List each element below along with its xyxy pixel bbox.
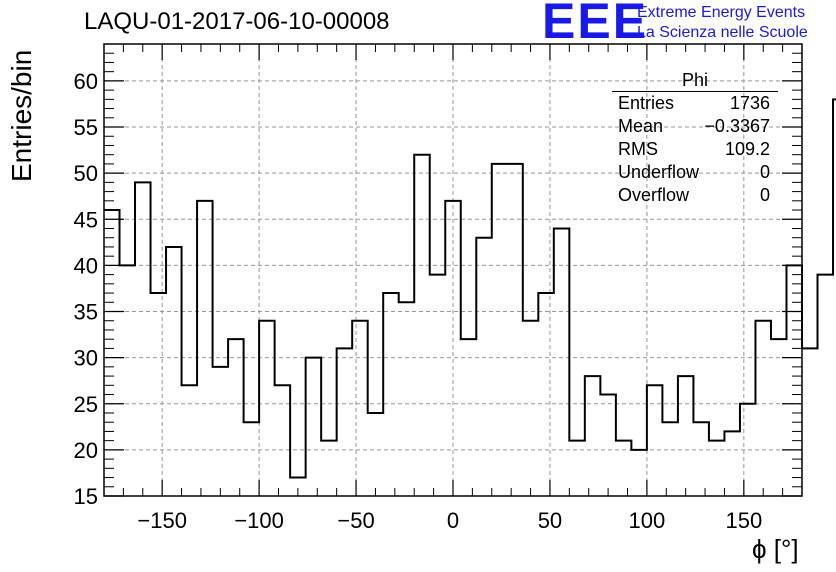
stats-row-overflow: Overflow 0 (612, 184, 778, 207)
stats-key: Entries (618, 93, 675, 113)
stats-value: −0.3367 (704, 116, 770, 136)
stats-row-rms: RMS 109.2 (612, 138, 778, 161)
y-tick-label: 50 (74, 161, 98, 186)
y-tick-label: 25 (74, 392, 98, 417)
x-tick-label: −150 (137, 508, 187, 533)
y-tick-label: 40 (74, 253, 98, 278)
x-tick-label: 0 (447, 508, 459, 533)
y-tick-label: 45 (74, 207, 98, 232)
y-tick-label: 35 (74, 300, 98, 325)
grid-lines (104, 44, 802, 496)
x-tick-label: 100 (629, 508, 666, 533)
axis-ticks: −150 −100 −50 0 50 100 150 15 20 25 30 35 40 45 50 55 60 (74, 43, 803, 533)
eee-logo: EEE (542, 0, 649, 49)
stats-value: 0 (759, 162, 770, 182)
x-tick-label: −100 (234, 508, 284, 533)
y-tick-label: 30 (74, 346, 98, 371)
x-axis-label: ϕ [°] (752, 534, 799, 564)
stats-value: 109.2 (724, 139, 770, 159)
plot-frame (103, 43, 803, 497)
stats-title: Phi (681, 70, 708, 90)
stats-key: RMS (618, 139, 658, 159)
logo-caption-top: Extreme Energy Events (637, 4, 806, 21)
y-axis-label: Entries/bin (6, 49, 37, 182)
stats-value: 1736 (729, 93, 770, 113)
stats-key: Underflow (618, 162, 700, 182)
y-tick-label: 60 (74, 69, 98, 94)
x-tick-label: 50 (538, 508, 562, 533)
stats-box: Phi Entries 1736 Mean −0.3367 RMS 109.2 … (612, 70, 778, 207)
x-tick-label: 150 (725, 508, 762, 533)
plot-title: LAQU-01-2017-06-10-00008 (84, 8, 390, 35)
logo-caption-bottom: La Scienza nelle Scuole (637, 24, 808, 41)
stats-row-mean: Mean −0.3367 (612, 115, 778, 138)
stats-key: Overflow (618, 185, 690, 205)
stats-row-entries: Entries 1736 (612, 92, 778, 115)
stats-divider (612, 91, 778, 92)
stats-row-underflow: Underflow 0 (612, 161, 778, 184)
x-tick-label: −50 (337, 508, 374, 533)
stats-key: Mean (618, 116, 664, 136)
y-tick-label: 55 (74, 115, 98, 140)
y-tick-label: 20 (74, 438, 98, 463)
y-tick-label: 15 (74, 484, 98, 509)
stats-value: 0 (759, 185, 770, 205)
histogram-series (104, 98, 836, 479)
